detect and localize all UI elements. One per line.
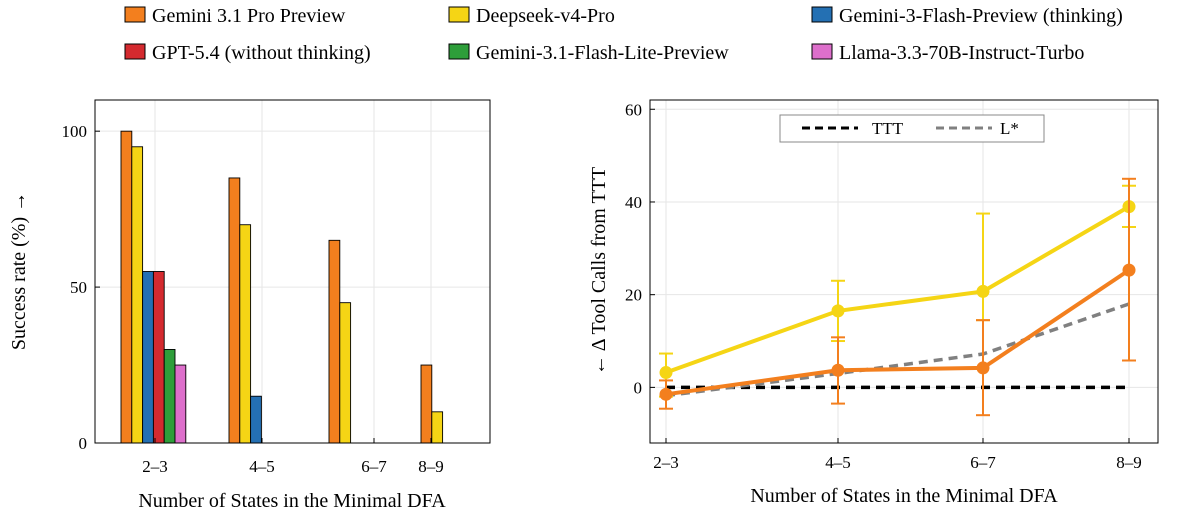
x-axis-label: Number of States in the Minimal DFA — [750, 485, 1058, 507]
x-tick-label: 4–5 — [825, 453, 851, 472]
x-tick-label: 2–3 — [653, 453, 679, 472]
data-point — [831, 363, 845, 377]
data-point — [659, 387, 673, 401]
legend-label-ttt: TTT — [872, 119, 904, 138]
legend-swatch — [811, 6, 833, 23]
x-axis-label: Number of States in the Minimal DFA — [138, 490, 446, 512]
legend-item-gemini-3-1-pro: Gemini 3.1 Pro Preview — [124, 5, 346, 27]
bar — [431, 411, 444, 444]
y-tick-label: 100 — [62, 122, 88, 141]
legend-item-deepseek: Deepseek-v4-Pro — [448, 5, 615, 27]
series-line — [665, 268, 1131, 397]
bar — [174, 364, 187, 444]
bar — [239, 224, 252, 444]
legend-label: Deepseek-v4-Pro — [476, 5, 615, 27]
bar — [420, 364, 433, 444]
y-ticks: 0 50 100 — [62, 122, 100, 453]
data-point — [1122, 263, 1136, 277]
y-tick-label: 0 — [634, 378, 643, 397]
inner-legend-box — [779, 114, 1045, 143]
y-tick-label: 40 — [625, 193, 642, 212]
legend-swatch — [448, 6, 470, 23]
bar — [120, 130, 133, 444]
bars — [120, 130, 444, 444]
bar — [339, 302, 352, 444]
line-chart: 0 20 40 60 2–3 4–5 6–7 8–9 TTT L* Number of St… — [588, 99, 1159, 507]
legend-swatch — [124, 43, 146, 60]
data-point — [831, 304, 845, 318]
data-point — [659, 366, 673, 380]
series-line — [665, 204, 1131, 375]
bar — [163, 349, 176, 444]
y-ticks: 0 20 40 60 — [625, 100, 655, 397]
series-line-dashed — [665, 302, 1130, 398]
legend-label: Gemini-3.1-Flash-Lite-Preview — [476, 42, 729, 64]
x-ticks: 2–3 4–5 6–7 8–9 — [653, 438, 1142, 472]
legend-label: Llama-3.3-70B-Instruct-Turbo — [839, 42, 1084, 64]
legend-swatch — [448, 43, 470, 60]
top-legend: Gemini 3.1 Pro Preview Deepseek-v4-Pro G… — [124, 5, 1123, 64]
grid — [650, 100, 1158, 443]
x-tick-label: 8–9 — [418, 457, 444, 476]
x-tick-label: 8–9 — [1116, 453, 1142, 472]
x-tick-label: 6–7 — [361, 457, 387, 476]
legend-item-gemini-flash-lite: Gemini-3.1-Flash-Lite-Preview — [448, 42, 729, 64]
inner-legend: TTT L* — [779, 114, 1045, 143]
plot-frame — [94, 99, 491, 444]
data-point — [976, 361, 990, 375]
legend-label: GPT-5.4 (without thinking) — [152, 42, 371, 64]
legend-label: Gemini-3-Flash-Preview (thinking) — [839, 5, 1123, 27]
plot-frame — [649, 99, 1159, 444]
x-ticks: 2–3 4–5 6–7 8–9 — [142, 438, 444, 476]
legend-item-llama: Llama-3.3-70B-Instruct-Turbo — [811, 42, 1084, 64]
legend-label-lstar: L* — [1000, 119, 1019, 138]
bar — [228, 177, 241, 444]
x-tick-label: 2–3 — [142, 457, 168, 476]
legend-item-gemini-3-flash: Gemini-3-Flash-Preview (thinking) — [811, 5, 1123, 27]
legend-label: Gemini 3.1 Pro Preview — [152, 5, 346, 27]
legend-item-gpt-5-4: GPT-5.4 (without thinking) — [124, 42, 371, 64]
bar — [131, 146, 144, 444]
series — [659, 177, 1136, 417]
legend-swatch — [811, 43, 833, 60]
legend-swatch — [124, 6, 146, 23]
y-tick-label: 20 — [625, 286, 642, 305]
y-tick-label: 50 — [70, 278, 87, 297]
y-axis-label: ← Δ Tool Calls from TTT — [588, 167, 610, 375]
bar-chart: 0 50 100 2–3 4–5 6–7 8–9 Number of States in … — [8, 99, 491, 512]
x-tick-label: 6–7 — [970, 453, 996, 472]
y-tick-label: 0 — [79, 434, 88, 453]
bar — [152, 271, 165, 444]
bar — [250, 395, 262, 444]
y-tick-label: 60 — [625, 100, 642, 119]
y-axis-label: Success rate (%) → — [8, 192, 30, 350]
bar — [142, 271, 154, 444]
x-tick-label: 4–5 — [249, 457, 275, 476]
data-point — [976, 284, 990, 298]
bar — [328, 239, 341, 444]
